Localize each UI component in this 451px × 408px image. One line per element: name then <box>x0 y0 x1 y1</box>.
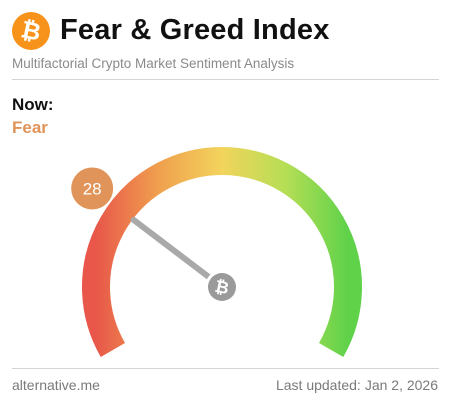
gauge-needle <box>130 216 225 290</box>
source-link[interactable]: alternative.me <box>12 377 100 393</box>
header-divider <box>12 79 439 80</box>
gauge-arc <box>82 147 362 357</box>
now-label: Now: <box>12 95 54 114</box>
gauge-hub-bitcoin-icon: ₿ <box>205 270 239 304</box>
index-value: 28 <box>83 179 102 198</box>
last-updated: Last updated: Jan 2, 2026 <box>276 377 438 393</box>
sentiment-classification: Fear <box>12 118 48 137</box>
bitcoin-icon: ₿ <box>12 12 50 50</box>
footer-divider <box>12 368 439 369</box>
last-updated-label: Last updated: <box>275 377 361 393</box>
value-badge: 28 <box>71 167 114 210</box>
page-subtitle: Multifactorial Crypto Market Sentiment A… <box>12 56 295 71</box>
svg-text:₿: ₿ <box>213 277 231 298</box>
page-title: Fear & Greed Index <box>60 14 330 46</box>
last-updated-date: Jan 2, 2026 <box>364 377 438 393</box>
